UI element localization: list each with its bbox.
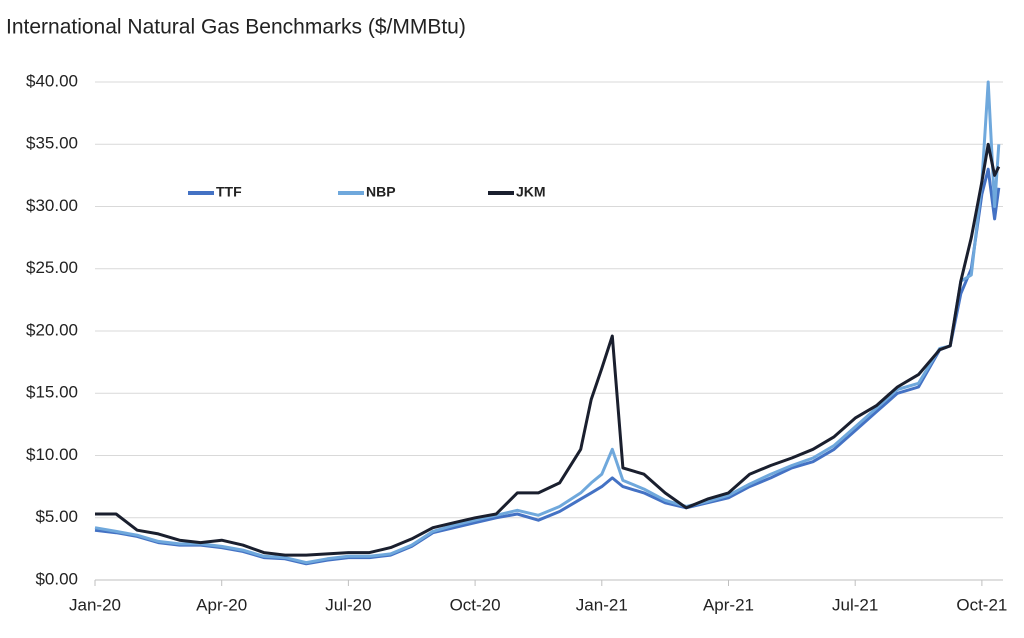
- y-tick-label: $40.00: [26, 71, 78, 90]
- x-tick-label: Jan-20: [69, 595, 121, 614]
- x-tick-label: Oct-21: [956, 595, 1007, 614]
- legend-label: NBP: [366, 184, 396, 200]
- x-tick-label: Oct-20: [450, 595, 501, 614]
- series-line: [94, 80, 1001, 565]
- legend-label: JKM: [516, 184, 546, 200]
- chart-title: International Natural Gas Benchmarks ($/…: [6, 16, 466, 39]
- x-tick-label: Apr-20: [196, 595, 247, 614]
- series-line: [95, 142, 1001, 557]
- x-tick-label: Jul-21: [832, 595, 878, 614]
- y-tick-label: $15.00: [26, 383, 78, 402]
- legend-label: TTF: [216, 184, 242, 200]
- y-tick-label: $5.00: [35, 507, 78, 526]
- y-tick-label: $30.00: [26, 196, 78, 215]
- x-tick-label: Apr-21: [703, 595, 754, 614]
- y-tick-label: $25.00: [26, 258, 78, 277]
- y-tick-label: $0.00: [35, 569, 78, 588]
- y-tick-label: $20.00: [26, 320, 78, 339]
- x-tick-label: Jan-21: [576, 595, 628, 614]
- x-tick-label: Jul-20: [325, 595, 371, 614]
- y-tick-label: $10.00: [26, 445, 78, 464]
- series-line: [94, 167, 1001, 566]
- y-tick-label: $35.00: [26, 134, 78, 153]
